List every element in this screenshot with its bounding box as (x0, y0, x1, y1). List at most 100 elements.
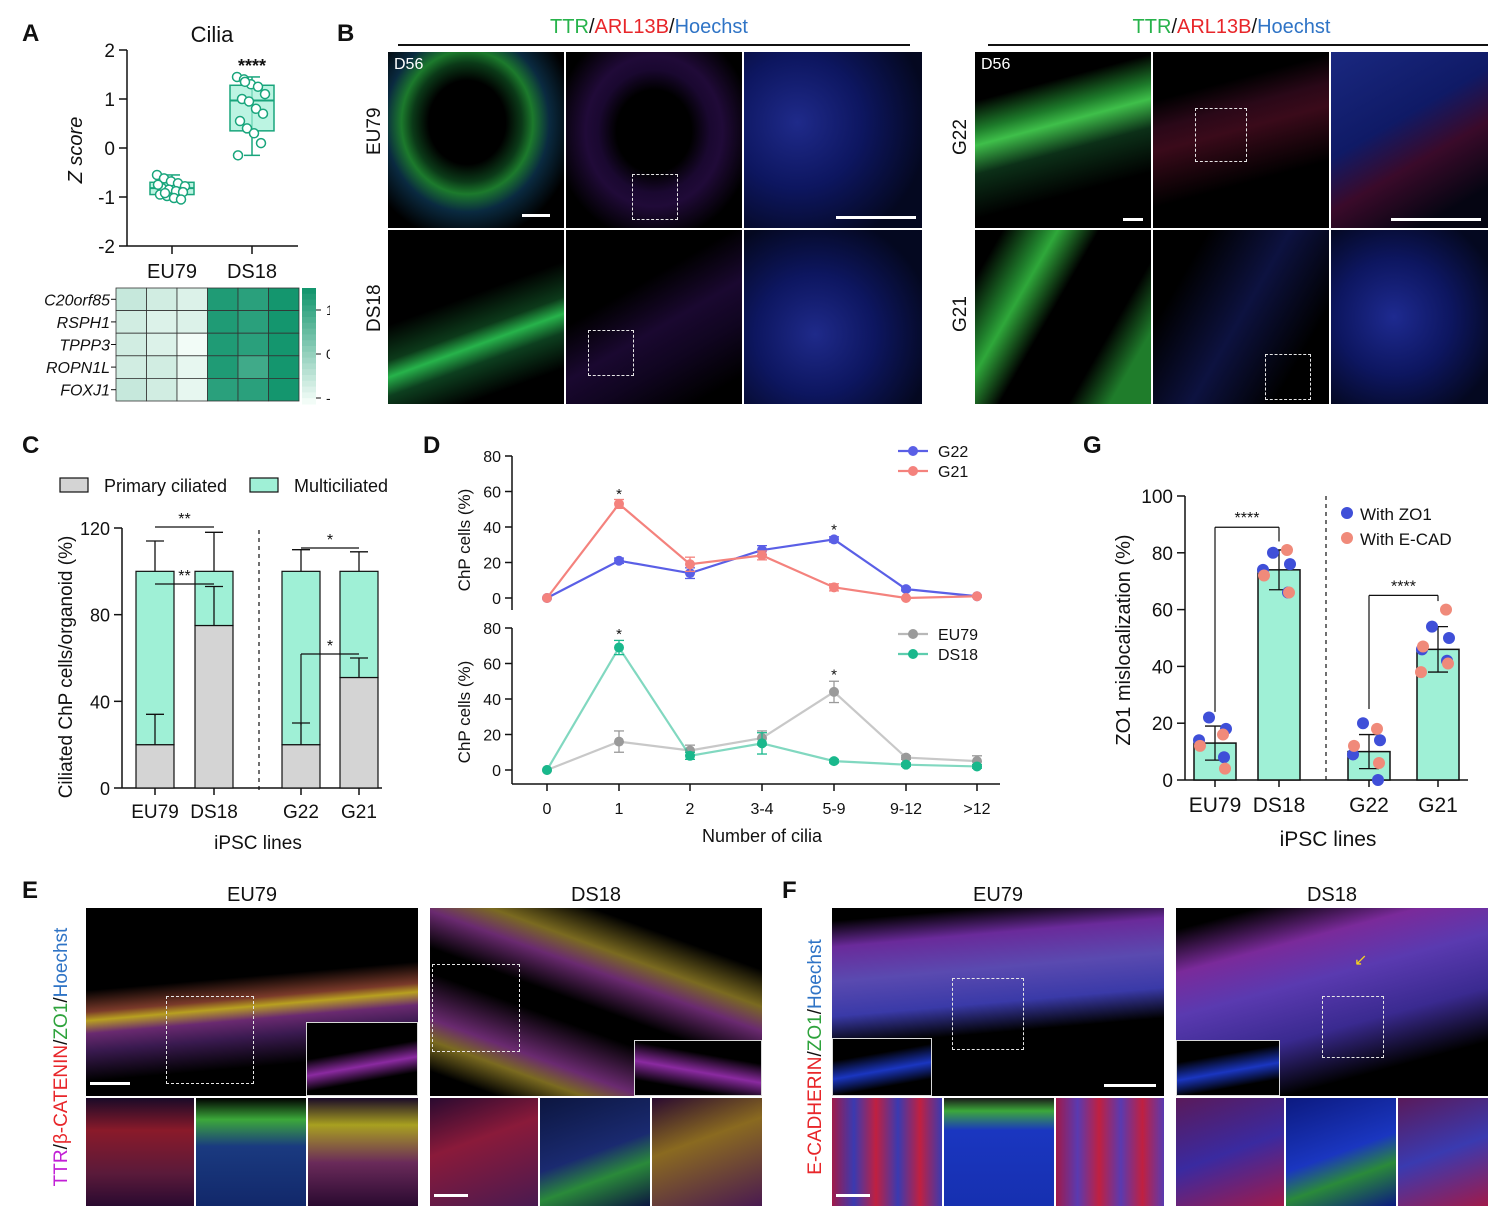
micrograph-e-eu79-green (196, 1098, 306, 1206)
data-point-ds18 (972, 761, 982, 772)
point-with-zo1 (1372, 774, 1384, 786)
sep: / (1251, 16, 1258, 38)
micrograph-g21-zoom (1331, 230, 1488, 404)
panel-f-side-label: E-CADHERIN/ZO1/Hoechst (798, 908, 834, 1206)
legend-primary-ciliated: Primary ciliated (104, 476, 227, 496)
colorbar-step (302, 392, 316, 399)
colorbar-step (302, 340, 316, 347)
sep: / (51, 1039, 72, 1045)
data-point-g21 (829, 582, 839, 593)
scale-bar (522, 214, 550, 217)
e-cadherin-label: E-CADHERIN (805, 1056, 826, 1175)
micrograph-e-eu79-red (86, 1098, 194, 1206)
point-with-ecad (1194, 739, 1206, 752)
signif-marker: * (831, 521, 837, 538)
y-tick-label-top: 60 (483, 485, 501, 502)
heatmap-cell (207, 287, 239, 312)
heatmap-cell (115, 377, 147, 402)
x-tick-label: G22 (283, 802, 319, 823)
legend-swatch-primary (59, 477, 89, 493)
y-tick-label: 0 (1162, 771, 1173, 792)
data-point-ds18 (901, 759, 911, 770)
point-with-ecad (1283, 586, 1295, 599)
x-tick-label: 5-9 (822, 801, 845, 818)
data-point-g22 (614, 555, 624, 566)
y-tick-label-top: 20 (483, 556, 501, 573)
x-tick-label: DS18 (190, 802, 238, 823)
legend-marker (908, 629, 918, 639)
y-tick-label-top: 40 (483, 520, 501, 537)
point-with-ecad (1281, 543, 1293, 556)
panel-b-rule-right (988, 44, 1488, 46)
signif-label: **** (1235, 510, 1260, 527)
micrograph-g22-merge: D56 (975, 52, 1151, 228)
panel-b-title-left: TTR/ARL13B/Hoechst (388, 16, 910, 39)
x-tick-label: EU79 (1189, 794, 1242, 817)
colorbar-tick-label: -1 (326, 390, 330, 406)
heatmap-cell (115, 355, 147, 379)
zo1-label: ZO1 (51, 1002, 72, 1040)
scale-bar (90, 1082, 130, 1085)
data-point-g22 (901, 584, 911, 595)
point-with-ecad (1373, 756, 1385, 769)
x-tick-label: G21 (1418, 794, 1458, 817)
heatmap-cell (268, 355, 300, 379)
data-point-eu79 (614, 736, 624, 747)
scale-bar (434, 1194, 468, 1197)
x-tick-label: 9-12 (890, 801, 922, 818)
heatmap-cell (115, 310, 147, 334)
signif-top-right: * (327, 532, 333, 549)
micrograph-e-ds18-green (540, 1098, 650, 1206)
panel-c-chart: Primary ciliated Multiciliated Ciliated … (56, 476, 388, 854)
micrograph-f-eu79-green (944, 1098, 1054, 1206)
signif-marker: * (831, 667, 837, 684)
data-point (232, 150, 244, 161)
panel-g-xlabel: iPSC lines (1280, 828, 1377, 851)
sep: / (1171, 16, 1177, 38)
point-with-ecad (1348, 739, 1360, 752)
point-with-ecad (1217, 728, 1229, 741)
x-tick-label: >12 (963, 801, 990, 818)
legend-label-g22: G22 (938, 444, 968, 461)
ttr-inset (634, 1040, 762, 1096)
point-with-zo1 (1443, 632, 1455, 644)
point-with-ecad (1417, 640, 1429, 653)
zo1-label: ZO1 (805, 1014, 826, 1052)
colorbar-tick-label: 1 (326, 302, 330, 318)
data-point-g21 (542, 593, 552, 603)
zoom-region-box (1265, 354, 1311, 400)
heatmap-cell (237, 332, 269, 357)
colorbar-step (302, 311, 316, 318)
x-tick-label: 3-4 (750, 801, 773, 818)
micrograph-eu79-zoom (744, 52, 922, 228)
scale-bar (1104, 1084, 1156, 1087)
heatmap-cell (268, 310, 300, 334)
y-tick-label-bottom: 0 (492, 763, 501, 780)
point-with-ecad (1442, 657, 1454, 670)
panel-letter-c: C (22, 432, 40, 459)
panel-letter-g: G (1083, 432, 1102, 459)
legend-label-ds18: DS18 (938, 647, 978, 664)
signif-marker: * (616, 486, 622, 503)
colorbar-step (302, 357, 316, 364)
heatmap-row-label: C20orf85 (44, 292, 110, 309)
colorbar-step (302, 328, 316, 335)
panel-a-title: Cilia (191, 22, 235, 47)
legend-label-g21: G21 (938, 464, 968, 481)
y-tick-label: 2 (104, 41, 115, 62)
data-point (175, 194, 187, 205)
point-with-zo1 (1267, 546, 1279, 559)
hoechst-label: Hoechst (674, 16, 748, 38)
legend-label-eu79: EU79 (938, 627, 978, 644)
hoechst-label: Hoechst (1257, 16, 1331, 38)
heatmap-row-label: RSPH1 (57, 315, 110, 332)
heatmap-cell (237, 377, 269, 402)
panel-d-chart: ChP cells (%) ChP cells (%) 002020404060… (455, 444, 1000, 846)
zoom-region-box (1195, 108, 1247, 162)
y-tick-label: 80 (90, 606, 110, 626)
panel-b-rule-left (398, 44, 910, 46)
y-tick-label: 100 (1141, 487, 1173, 508)
y-tick-label-top: 80 (483, 449, 501, 466)
data-point-ds18 (685, 750, 695, 761)
colorbar-step (302, 386, 316, 393)
